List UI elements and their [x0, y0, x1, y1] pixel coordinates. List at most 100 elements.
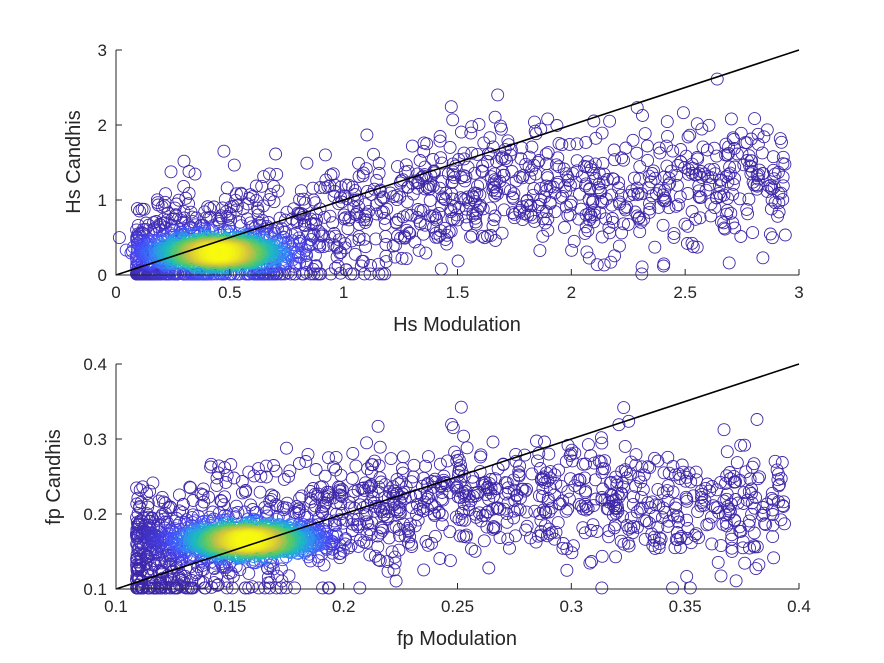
fp-data-point: [584, 523, 598, 537]
hs-data-point: [347, 193, 361, 207]
hs-data-point: [744, 154, 758, 168]
hs-y-tick-label: 2: [98, 116, 107, 135]
fp-data-point: [499, 487, 513, 501]
fp-data-point: [774, 513, 788, 527]
fp-data-point: [183, 480, 197, 494]
hs-data-point: [359, 207, 373, 221]
fp-data-point: [509, 447, 523, 461]
hs-data-point: [663, 176, 677, 190]
fp-data-point: [363, 548, 377, 562]
fp-data-point: [652, 541, 666, 555]
fp-data-point: [690, 473, 703, 487]
hs-data-point: [477, 136, 491, 150]
fp-data-point: [345, 472, 359, 485]
fp-data-point: [448, 445, 462, 459]
hs-data-point: [751, 127, 765, 141]
hs-data-point: [733, 192, 747, 206]
hs-data-point: [648, 171, 662, 185]
fp-data-point: [717, 423, 731, 437]
hs-y-tick-label: 0: [98, 266, 107, 285]
hs-data-point: [550, 177, 564, 191]
fp-data-point: [395, 461, 409, 475]
hs-data-point: [211, 246, 225, 259]
fp-data-point: [393, 529, 407, 543]
hs-data-point: [746, 226, 760, 240]
fp-data-point: [334, 468, 348, 482]
hs-data-point: [334, 180, 348, 194]
fp-data-point: [336, 544, 350, 558]
hs-data-point: [423, 194, 437, 207]
fp-data-point: [269, 464, 283, 478]
hs-data-point: [552, 136, 566, 150]
hs-data-point: [612, 181, 626, 195]
hs-data-point: [501, 134, 515, 148]
fp-data-point: [210, 478, 224, 492]
fp-data-point: [716, 517, 730, 531]
hs-data-point: [617, 217, 630, 231]
fp-data-point: [266, 562, 280, 576]
fp-data-point: [490, 502, 504, 515]
hs-data-point: [310, 267, 324, 281]
fp-data-point: [719, 516, 733, 529]
hs-data-point: [386, 239, 400, 253]
hs-data-point: [529, 127, 543, 141]
hs-data-point: [182, 165, 196, 178]
fp-data-point: [346, 446, 360, 460]
hs-data-point: [747, 178, 761, 192]
hs-data-point: [741, 207, 755, 221]
hs-data-point: [476, 165, 490, 178]
hs-data-point: [533, 244, 547, 258]
hs-data-point: [478, 231, 492, 245]
hs-data-point: [389, 216, 403, 230]
fp-data-point: [361, 462, 375, 476]
fp-data-point: [624, 467, 637, 481]
hs-data-point: [346, 180, 360, 194]
hs-data-point: [657, 257, 671, 271]
hs-data-point: [457, 192, 471, 206]
fp-data-point: [668, 541, 682, 555]
hs-data-point: [475, 164, 489, 178]
hs-data-point: [714, 215, 728, 229]
hs-data-point: [726, 187, 740, 201]
hs-data-point: [594, 194, 608, 208]
hs-data-point: [286, 234, 299, 248]
hs-data-point: [227, 158, 241, 172]
fp-data-point: [361, 517, 375, 531]
hs-data-point: [269, 147, 283, 161]
fp-data-point: [657, 466, 671, 480]
fp-data-point: [301, 447, 315, 461]
hs-data-point: [618, 201, 632, 215]
hs-data-point: [158, 199, 172, 213]
hs-data-point: [393, 190, 407, 204]
fp-data-point: [227, 471, 241, 485]
hs-data-point: [341, 222, 355, 236]
hs-data-point: [484, 170, 498, 184]
fp-data-point: [720, 492, 734, 506]
hs-data-point: [550, 119, 564, 132]
hs-data-point: [717, 221, 731, 235]
fp-data-point: [719, 477, 732, 491]
hs-data-point: [661, 129, 674, 143]
fp-data-point: [729, 574, 743, 588]
fp-data-point: [328, 518, 341, 531]
fp-data-point: [192, 574, 206, 588]
hs-data-point: [714, 173, 727, 187]
hs-data-point: [419, 246, 433, 260]
fp-data-point: [217, 559, 231, 573]
fp-data-point: [523, 531, 537, 545]
fp-data-point: [728, 475, 742, 489]
fp-data-point: [368, 549, 382, 563]
fp-data-point: [766, 518, 780, 532]
hs-data-point: [692, 179, 706, 193]
hs-data-point: [188, 167, 202, 181]
hs-data-point: [182, 197, 195, 211]
hs-data-point: [696, 140, 710, 154]
fp-data-point: [151, 512, 165, 526]
fp-data-point: [618, 439, 632, 453]
fp-data-point: [441, 454, 454, 468]
fp-data-point: [360, 436, 374, 450]
hs-data-point: [550, 158, 563, 172]
hs-data-point: [452, 200, 466, 214]
hs-data-point: [573, 187, 586, 201]
